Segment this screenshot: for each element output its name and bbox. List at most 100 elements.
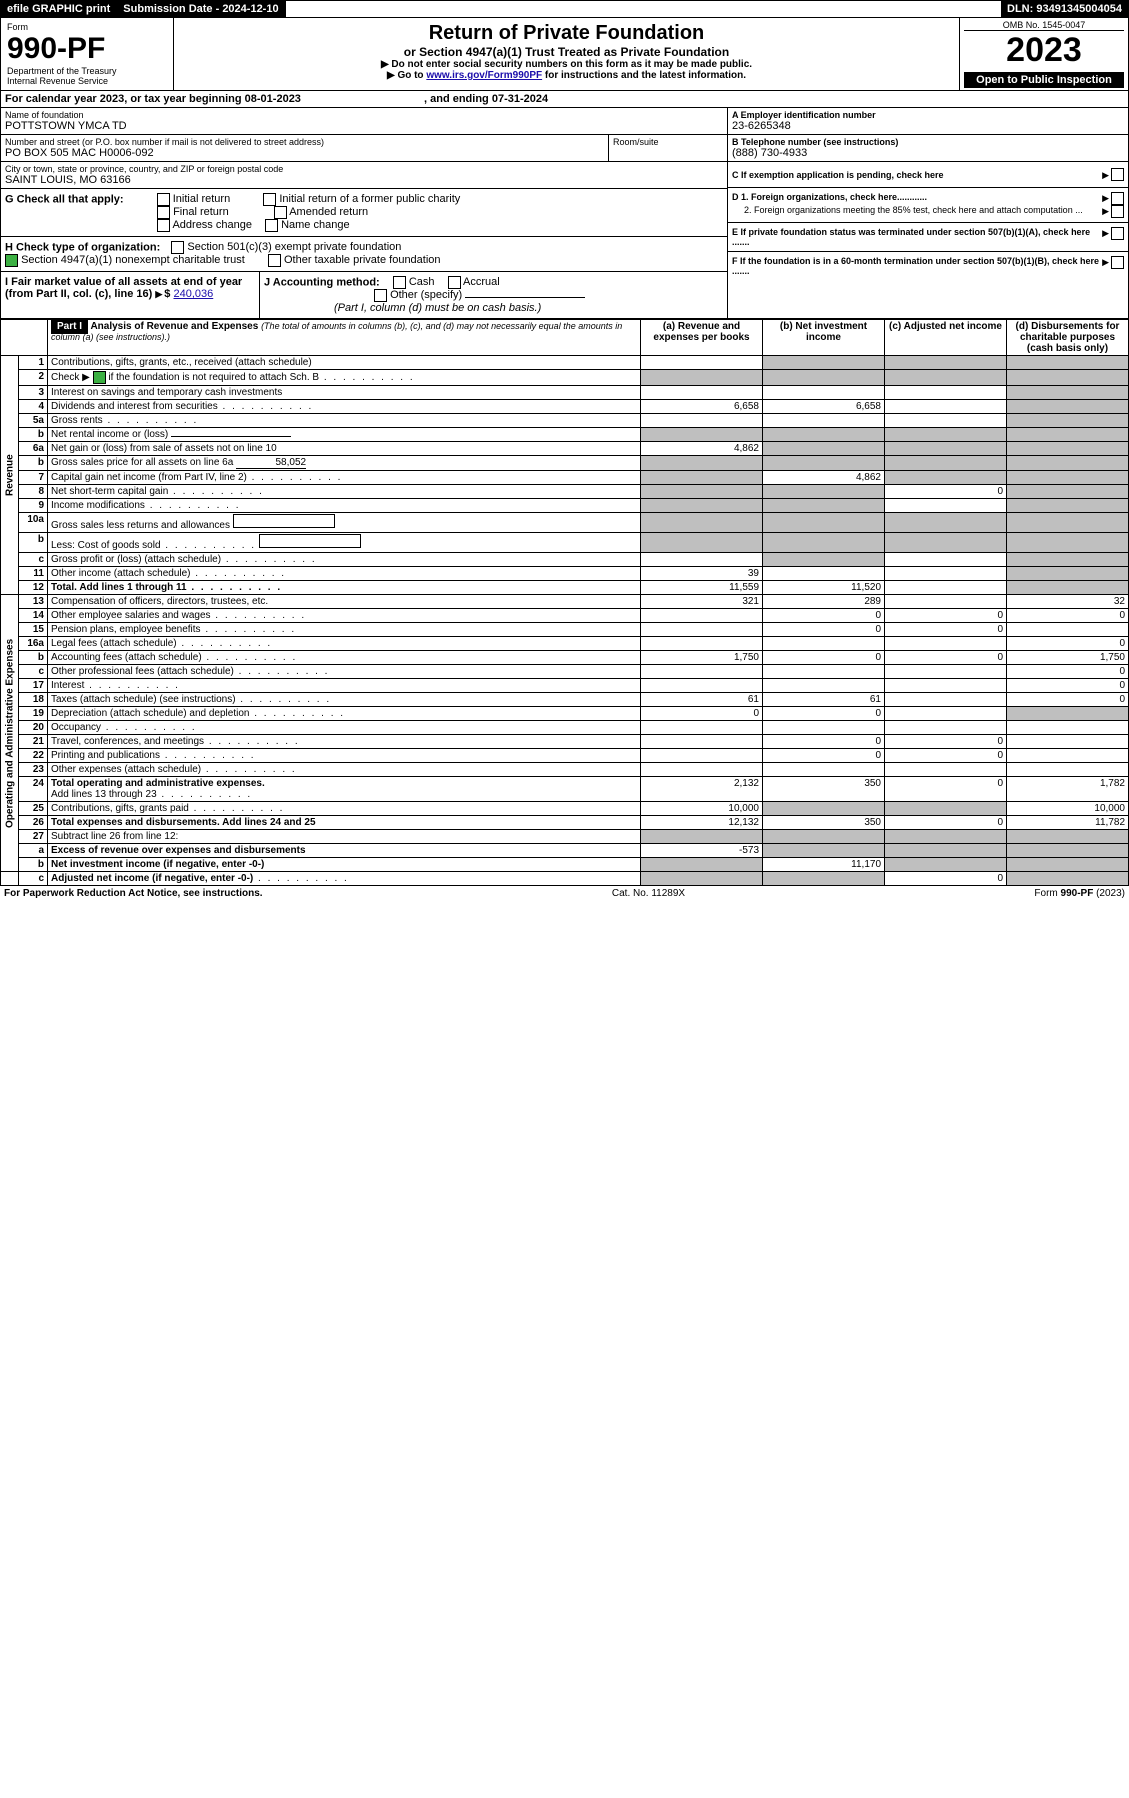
l4-b: 6,658 [763, 400, 885, 414]
part1-title: Analysis of Revenue and Expenses [90, 321, 258, 332]
footer-left: For Paperwork Reduction Act Notice, see … [4, 888, 263, 899]
part1-table: Part I Analysis of Revenue and Expenses … [0, 319, 1129, 886]
chk-501c3[interactable] [171, 241, 184, 254]
footer-right: Form 990-PF (2023) [1034, 888, 1125, 899]
g-block: G Check all that apply: Initial return I… [1, 189, 727, 237]
h-o1: Section 501(c)(3) exempt private foundat… [187, 241, 401, 253]
l15-text: Pension plans, employee benefits [48, 623, 641, 637]
open-inspection: Open to Public Inspection [964, 72, 1124, 88]
l22-t: Printing and publications [51, 750, 160, 761]
l27a-a: -573 [641, 844, 763, 858]
l2-post: if the foundation is not required to att… [106, 372, 319, 383]
l11-t: Other income (attach schedule) [51, 568, 191, 579]
l24-b: 350 [763, 777, 885, 802]
chk-cash[interactable] [393, 276, 406, 289]
efile-badge: efile GRAPHIC print [1, 1, 117, 17]
cal-begin: 08-01-2023 [245, 93, 301, 105]
chk-d2[interactable] [1111, 205, 1124, 218]
ln5b: b [19, 428, 48, 442]
l16b-c: 0 [885, 651, 1007, 665]
l8-t: Net short-term capital gain [51, 486, 168, 497]
g-opt-3: Initial return of a former public charit… [279, 193, 460, 205]
addr: PO BOX 505 MAC H0006-092 [5, 147, 604, 159]
chk-4947[interactable] [5, 254, 18, 267]
chk-initial[interactable] [157, 193, 170, 206]
ln21: 21 [19, 735, 48, 749]
ln27c: c [19, 872, 48, 886]
chk-namechg[interactable] [265, 219, 278, 232]
room-label: Room/suite [613, 137, 723, 147]
chk-schb[interactable] [93, 371, 106, 384]
l6a-text: Net gain or (loss) from sale of assets n… [48, 442, 641, 456]
ln10b: b [19, 533, 48, 553]
chk-final[interactable] [157, 206, 170, 219]
chk-addrchg[interactable] [157, 219, 170, 232]
l23-t: Other expenses (attach schedule) [51, 764, 201, 775]
g-opt-0: Initial return [173, 193, 230, 205]
chk-other-tax[interactable] [268, 254, 281, 267]
ln12: 12 [19, 581, 48, 595]
header-note2: ▶ Go to www.irs.gov/Form990PF for instru… [182, 70, 951, 81]
l8-text: Net short-term capital gain [48, 485, 641, 499]
chk-accrual[interactable] [448, 276, 461, 289]
chk-c[interactable] [1111, 168, 1124, 181]
ln11: 11 [19, 567, 48, 581]
chk-other-method[interactable] [374, 289, 387, 302]
l18-t: Taxes (attach schedule) (see instruction… [51, 694, 236, 705]
form-link[interactable]: www.irs.gov/Form990PF [426, 70, 542, 81]
l24-c: 0 [885, 777, 1007, 802]
ln5a: 5a [19, 414, 48, 428]
chk-e[interactable] [1111, 227, 1124, 240]
l5b-text: Net rental income or (loss) [48, 428, 641, 442]
ln27: 27 [19, 830, 48, 844]
l26-a: 12,132 [641, 816, 763, 830]
ln27b: b [19, 858, 48, 872]
chk-f[interactable] [1111, 256, 1124, 269]
l21-c: 0 [885, 735, 1007, 749]
l22-c: 0 [885, 749, 1007, 763]
l19-text: Depreciation (attach schedule) and deple… [48, 707, 641, 721]
footer-mid: Cat. No. 11289X [612, 888, 685, 899]
expenses-side: Operating and Administrative Expenses [1, 595, 19, 872]
cal-end: 07-31-2024 [492, 93, 548, 105]
l5a-text: Gross rents [48, 414, 641, 428]
col-d: (d) Disbursements for charitable purpose… [1007, 320, 1129, 356]
ln22: 22 [19, 749, 48, 763]
dept-line1: Department of the Treasury [7, 66, 167, 76]
l7-text: Capital gain net income (from Part IV, l… [48, 471, 641, 485]
chk-amended[interactable] [274, 206, 287, 219]
l17-t: Interest [51, 680, 84, 691]
l16b-t: Accounting fees (attach schedule) [51, 652, 202, 663]
l9-t: Income modifications [51, 500, 145, 511]
l16b-text: Accounting fees (attach schedule) [48, 651, 641, 665]
l21-b: 0 [763, 735, 885, 749]
ln14: 14 [19, 609, 48, 623]
l16a-text: Legal fees (attach schedule) [48, 637, 641, 651]
chk-d1[interactable] [1111, 192, 1124, 205]
col-a: (a) Revenue and expenses per books [641, 320, 763, 356]
name-label: Name of foundation [5, 110, 723, 120]
col-b: (b) Net investment income [763, 320, 885, 356]
ein: 23-6265348 [732, 120, 1124, 132]
l10b-t: Less: Cost of goods sold [51, 540, 161, 551]
l10c-text: Gross profit or (loss) (attach schedule) [48, 553, 641, 567]
l22-b: 0 [763, 749, 885, 763]
ln16a: 16a [19, 637, 48, 651]
l17-text: Interest [48, 679, 641, 693]
entity-block: Name of foundation POTTSTOWN YMCA TD Num… [0, 108, 1129, 319]
h-o3: Other taxable private foundation [284, 254, 441, 266]
f-label: F If the foundation is in a 60-month ter… [732, 256, 1102, 276]
l16b-b: 0 [763, 651, 885, 665]
j-label: J Accounting method: [264, 276, 380, 288]
fmv-value[interactable]: 240,036 [173, 288, 213, 300]
a-label: A Employer identification number [732, 110, 1124, 120]
submission-date: Submission Date - 2024-12-10 [117, 1, 285, 17]
ln1: 1 [19, 356, 48, 370]
chk-initial-former[interactable] [263, 193, 276, 206]
l25-text: Contributions, gifts, grants paid [48, 802, 641, 816]
g-opt-4: Amended return [289, 206, 368, 218]
g-label: G Check all that apply: [5, 193, 124, 205]
l16c-t: Other professional fees (attach schedule… [51, 666, 234, 677]
l7-t: Capital gain net income (from Part IV, l… [51, 472, 247, 483]
l11-a: 39 [641, 567, 763, 581]
